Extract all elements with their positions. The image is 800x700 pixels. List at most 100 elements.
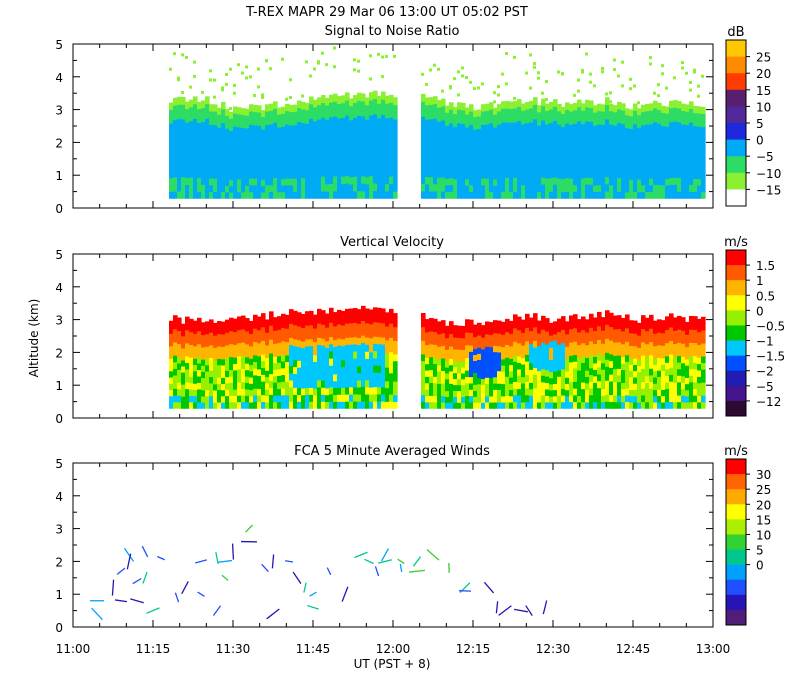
heatmap-cell [677,355,682,363]
heatmap-cell [381,121,386,131]
heatmap-cell [233,344,238,352]
heatmap-cell [277,133,282,141]
heatmap-cell [661,389,666,397]
heatmap-cell [305,116,310,124]
heatmap-cell [649,184,654,192]
heatmap-cell [653,149,658,158]
heatmap-speck [221,86,224,90]
heatmap-cell [525,156,530,165]
heatmap-cell [693,329,698,337]
heatmap-cell [529,317,534,325]
heatmap-cell [621,317,626,325]
heatmap-cell [209,191,214,199]
heatmap-cell [481,354,486,362]
heatmap-cell [297,121,302,130]
heatmap-cell [317,118,322,127]
heatmap-cell [193,183,198,192]
heatmap-cell [169,177,174,186]
heatmap-cell [209,376,214,384]
heatmap-cell [193,364,198,372]
heatmap-cell [237,355,242,363]
heatmap-cell [285,368,290,376]
heatmap-cell [481,157,486,166]
heatmap-speck [681,61,684,65]
heatmap-cell [489,102,494,110]
heatmap-cell [457,372,462,380]
heatmap-cell [637,185,642,193]
heatmap-cell [313,177,318,185]
heatmap-cell [465,139,470,147]
heatmap-cell [289,394,294,402]
heatmap-cell [385,387,390,396]
heatmap-cell [505,184,510,192]
heatmap-cell [549,341,554,348]
heatmap-cell [649,394,654,403]
heatmap-cell [177,349,182,357]
heatmap-cell [273,129,278,137]
heatmap-cell [249,364,254,372]
heatmap-cell [365,308,370,317]
heatmap-cell [433,110,438,119]
heatmap-cell [361,313,366,322]
heatmap-cell [457,349,462,356]
heatmap-cell [549,150,554,158]
heatmap-cell [649,164,654,172]
heatmap-cell [381,137,386,146]
wind-vector [123,547,135,562]
wind-vector [309,591,317,597]
heatmap-cell [333,394,338,402]
heatmap-cell [505,177,510,185]
heatmap-cell [553,377,558,384]
heatmap-cell [305,387,310,395]
heatmap-cell [533,104,538,113]
heatmap-cell [313,388,318,396]
heatmap-cell [577,148,582,157]
heatmap-cell [617,129,622,137]
heatmap-cell [285,150,290,159]
heatmap-cell [613,151,618,159]
heatmap-cell [181,390,186,397]
heatmap-cell [325,313,330,321]
heatmap-speck [233,91,236,95]
heatmap-cell [261,185,266,193]
heatmap-cell [665,355,670,363]
heatmap-cell [257,362,262,370]
heatmap-cell [497,364,502,372]
heatmap-cell [661,132,666,140]
heatmap-cell [549,129,554,137]
heatmap-cell [665,368,670,376]
colorbar-swatch [726,549,746,566]
heatmap-cell [261,381,266,389]
heatmap-cell [685,389,690,397]
heatmap-speck [629,87,632,91]
heatmap-cell [245,401,250,409]
heatmap-cell [573,177,578,186]
heatmap-cell [229,136,234,144]
heatmap-cell [349,365,354,374]
heatmap-cell [665,152,670,160]
heatmap-cell [241,114,246,122]
heatmap-cell [249,389,254,397]
heatmap-cell [497,351,502,359]
heatmap-cell [201,170,206,178]
heatmap-cell [537,326,542,334]
heatmap-cell [181,384,186,391]
heatmap-cell [241,120,246,129]
heatmap-cell [269,123,274,132]
heatmap-cell [205,333,210,341]
heatmap-cell [433,139,438,148]
heatmap-cell [281,334,286,342]
heatmap-cell [461,337,466,345]
colorbar-swatch [726,474,746,490]
heatmap-cell [201,142,206,150]
heatmap-cell [513,347,518,356]
heatmap-cell [365,169,370,178]
heatmap-cell [309,103,314,112]
heatmap-cell [697,106,702,114]
heatmap-cell [501,334,506,341]
heatmap-cell [293,171,298,179]
heatmap-cell [657,157,662,165]
heatmap-cell [565,395,570,403]
colorbar-swatch [726,564,746,581]
heatmap-cell [589,354,594,362]
